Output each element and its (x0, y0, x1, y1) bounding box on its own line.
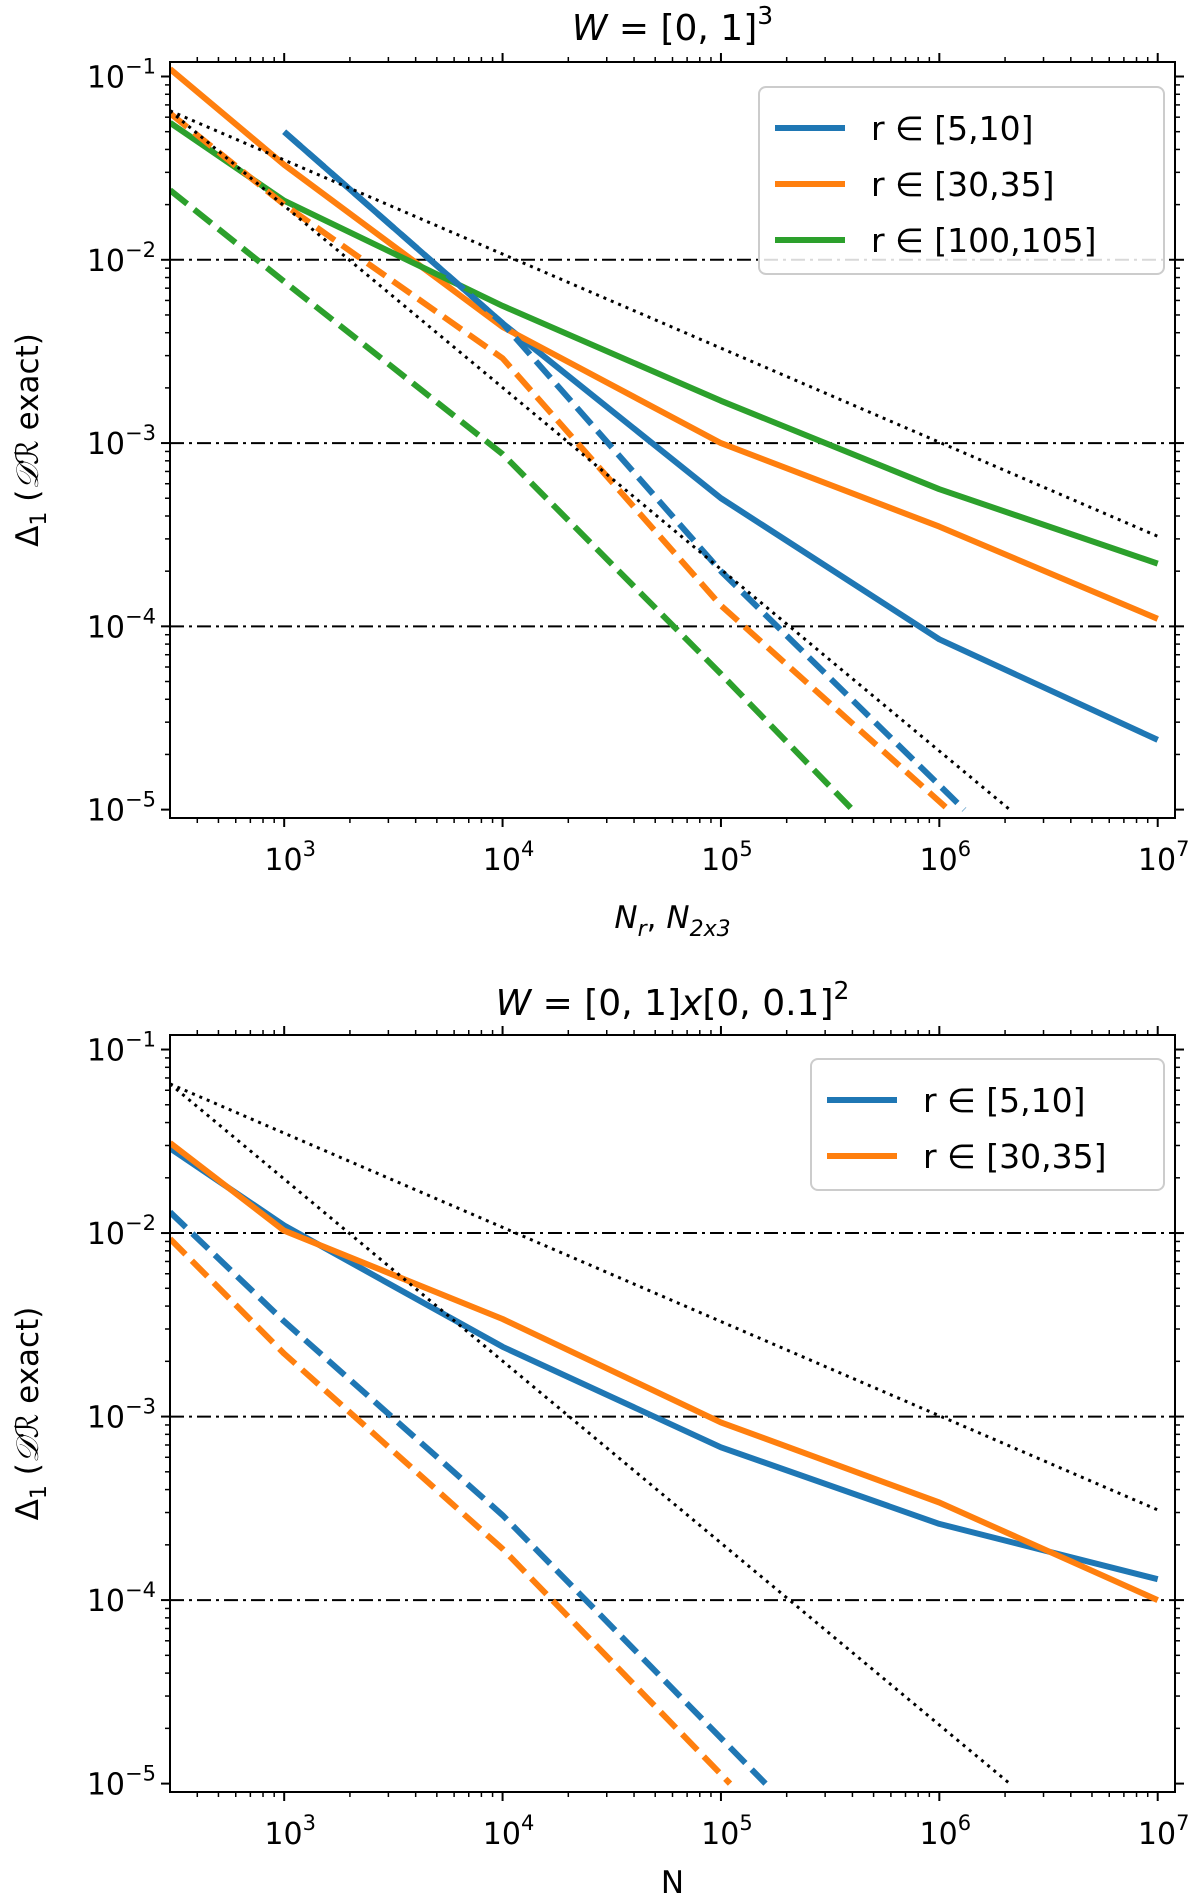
series-group (170, 66, 1159, 812)
x-axis-label: Nr, N2x3 (614, 900, 730, 942)
legend-frame (810, 1058, 1165, 1191)
reference-line-dotted (170, 1082, 1011, 1785)
series-line-dashed (282, 129, 967, 812)
y-tick-label: 10−4 (87, 604, 156, 645)
chart-panel-2: 10−1 10−2 10−3 10−4 10−5 103 104 105 106 107 W = [… (10, 976, 1189, 1901)
y-tick-label: 10−2 (87, 238, 156, 279)
legend-label: r ∈ [100,105] (871, 221, 1097, 260)
y-tick-label: 10−2 (87, 1211, 156, 1252)
legend: r ∈ [5,10] r ∈ [30,35] (810, 1058, 1165, 1191)
series-line-dashed (170, 1236, 733, 1786)
legend-label: r ∈ [30,35] (923, 1137, 1107, 1176)
chart-title: W = [0, 1]x[0, 0.1]2 (496, 976, 850, 1024)
series-line-solid (170, 1145, 1159, 1583)
legend: r ∈ [5,10] r ∈ [30,35] r ∈ [100,105] (758, 86, 1165, 275)
x-tick-label: 104 (483, 837, 535, 878)
legend-label: r ∈ [5,10] (923, 1081, 1086, 1120)
y-axis-label: Δ1 (𝒟ℛ exact) (10, 333, 52, 547)
y-axis-label: Δ1 (𝒟ℛ exact) (10, 1307, 52, 1521)
x-tick-label: 103 (264, 837, 316, 878)
series-line-dashed (170, 110, 951, 812)
legend-label: r ∈ [30,35] (871, 165, 1055, 204)
reference-line-dotted (170, 1082, 1159, 1512)
x-tick-label: 105 (701, 1811, 753, 1852)
x-tick-label: 106 (920, 837, 972, 878)
x-tick-label: 105 (701, 837, 753, 878)
x-tick-label: 103 (264, 1811, 316, 1852)
y-tick-label: 10−3 (87, 1395, 156, 1436)
series-line-solid (170, 66, 1159, 622)
x-tick-label: 104 (483, 1811, 535, 1852)
legend-label: r ∈ [5,10] (871, 109, 1034, 148)
series-line-solid (170, 1140, 1159, 1603)
y-tick-label: 10−3 (87, 421, 156, 462)
series-line-dashed (170, 1209, 768, 1786)
x-tick-label: 107 (1138, 837, 1190, 878)
y-tick-label: 10−4 (87, 1578, 156, 1619)
series-line-dashed (170, 187, 855, 812)
x-tick-label: 106 (920, 1811, 972, 1852)
y-tick-label: 10−1 (87, 55, 156, 96)
reference-line-dotted (170, 109, 1159, 538)
y-tick-label: 10−5 (87, 1762, 156, 1803)
chart-title: W = [0, 1]3 (572, 1, 773, 49)
x-axis-label: N (661, 1865, 684, 1901)
reference-line-dotted (170, 109, 1011, 811)
x-tick-label: 107 (1138, 1811, 1190, 1852)
series-line-solid (170, 120, 1159, 567)
y-tick-label: 10−5 (87, 788, 156, 829)
chart-panel-1: 10−1 10−2 10−3 10−4 10−5 103 104 105 106 107 W = [… (10, 1, 1189, 942)
legend-frame (758, 86, 1165, 275)
y-tick-label: 10−1 (87, 1028, 156, 1069)
series-group (170, 1082, 1159, 1786)
